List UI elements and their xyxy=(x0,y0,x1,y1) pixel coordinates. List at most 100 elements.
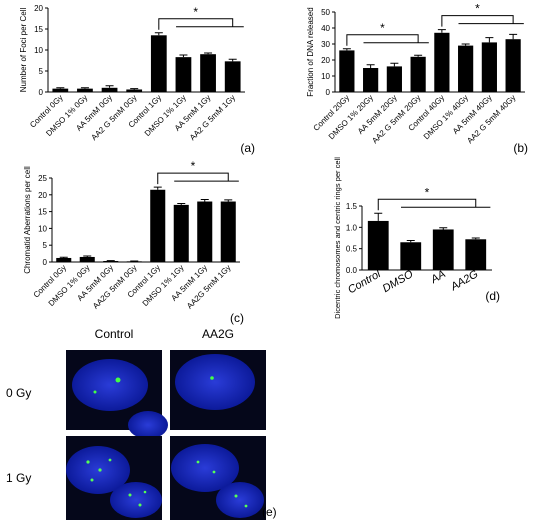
error-bar xyxy=(106,86,114,88)
bar xyxy=(174,205,189,262)
error-bar xyxy=(177,204,185,205)
bar xyxy=(151,35,167,92)
x-tick-label: DMSO xyxy=(381,268,416,295)
nucleus xyxy=(216,482,264,518)
bar xyxy=(482,42,497,92)
error-bar xyxy=(56,88,64,89)
error-bar xyxy=(201,200,209,202)
bar xyxy=(80,257,95,262)
significance-bracket xyxy=(158,173,239,184)
error-bar xyxy=(224,200,232,202)
error-bar xyxy=(229,59,237,61)
error-bar xyxy=(462,44,470,46)
error-bar xyxy=(130,89,138,90)
x-tick-label: AA2 G 5mM 1Gy xyxy=(188,93,237,142)
y-tick-label: 0 xyxy=(326,88,331,97)
y-tick-label: 25 xyxy=(38,174,47,183)
y-tick-label: 20 xyxy=(38,191,47,200)
y-tick-label: 10 xyxy=(38,224,47,233)
error-bar xyxy=(485,38,493,43)
y-tick-label: 1.5 xyxy=(346,202,358,211)
bar xyxy=(197,202,212,262)
bar xyxy=(221,202,236,262)
error-bar xyxy=(60,257,68,258)
error-bar xyxy=(439,228,447,230)
y-tick-label: 20 xyxy=(34,4,43,13)
y-tick-label: 1.0 xyxy=(346,223,358,232)
panel-label: (c) xyxy=(230,311,244,325)
y-tick-label: 20 xyxy=(321,56,330,65)
bar xyxy=(387,66,402,92)
row-label: 0 Gy xyxy=(6,386,31,400)
y-tick-label: 0.0 xyxy=(346,266,358,275)
significance-bracket xyxy=(159,19,244,30)
y-tick-label: 0 xyxy=(43,258,48,267)
bar xyxy=(433,229,454,270)
error-bar xyxy=(83,256,91,257)
y-tick-label: 50 xyxy=(321,8,330,17)
y-tick-label: 0.5 xyxy=(346,245,358,254)
bar xyxy=(339,50,354,92)
nucleus xyxy=(72,359,148,411)
panel-label: (b) xyxy=(513,141,528,155)
y-axis-label: Dicentric chromosomes and centric rings … xyxy=(333,157,342,319)
error-bar xyxy=(509,34,517,39)
error-bar xyxy=(414,55,422,57)
y-tick-label: 40 xyxy=(321,24,330,33)
panel-label: (a) xyxy=(240,141,255,155)
y-tick-label: 0 xyxy=(39,88,44,97)
bar xyxy=(368,221,389,270)
y-tick-label: 15 xyxy=(34,25,43,34)
error-bar xyxy=(81,88,89,89)
bar xyxy=(150,190,165,262)
bar xyxy=(77,89,93,92)
x-tick-label: AA2G xyxy=(448,268,481,294)
annotation: * xyxy=(475,2,480,16)
y-axis-label: Fraction of DNA released xyxy=(306,7,315,96)
annotation: * xyxy=(425,185,430,199)
error-bar xyxy=(407,241,415,243)
y-axis-label: Chromatid Aberrations per cell xyxy=(23,166,32,274)
y-tick-label: 30 xyxy=(321,40,330,49)
column-label: AA2G xyxy=(202,327,234,341)
x-tick-label: AA2G 5mM 1Gy xyxy=(185,263,233,311)
bar xyxy=(176,57,192,92)
column-label: Control xyxy=(95,327,134,341)
y-tick-label: 10 xyxy=(34,46,43,55)
significance-bracket xyxy=(347,35,429,46)
error-bar xyxy=(472,238,480,239)
bar xyxy=(102,88,118,92)
bar xyxy=(363,68,378,92)
annotation: * xyxy=(191,159,196,173)
y-axis-label: Number of Foci per Cell xyxy=(19,8,28,93)
y-tick-label: 5 xyxy=(43,241,48,250)
error-bar xyxy=(155,33,163,36)
bar xyxy=(465,239,486,270)
image-tiles xyxy=(66,350,266,520)
annotation: * xyxy=(193,5,198,19)
significance-bracket xyxy=(378,199,490,210)
significance-bracket xyxy=(442,16,524,27)
bar xyxy=(126,89,142,92)
bar xyxy=(506,39,521,92)
bar xyxy=(400,242,421,270)
bar xyxy=(458,46,473,92)
bar xyxy=(200,54,216,92)
row-label: 1 Gy xyxy=(6,471,31,485)
focus xyxy=(210,376,214,380)
focus xyxy=(116,378,121,383)
error-bar xyxy=(154,187,162,190)
bar xyxy=(434,33,449,92)
bar xyxy=(52,89,68,92)
error-bar xyxy=(390,63,398,66)
nucleus xyxy=(128,411,168,439)
annotation: * xyxy=(380,21,385,35)
focus xyxy=(94,391,97,394)
error-bar xyxy=(438,30,446,33)
error-bar xyxy=(343,49,351,51)
error-bar xyxy=(204,53,212,54)
bar xyxy=(411,57,426,92)
error-bar xyxy=(367,65,375,68)
